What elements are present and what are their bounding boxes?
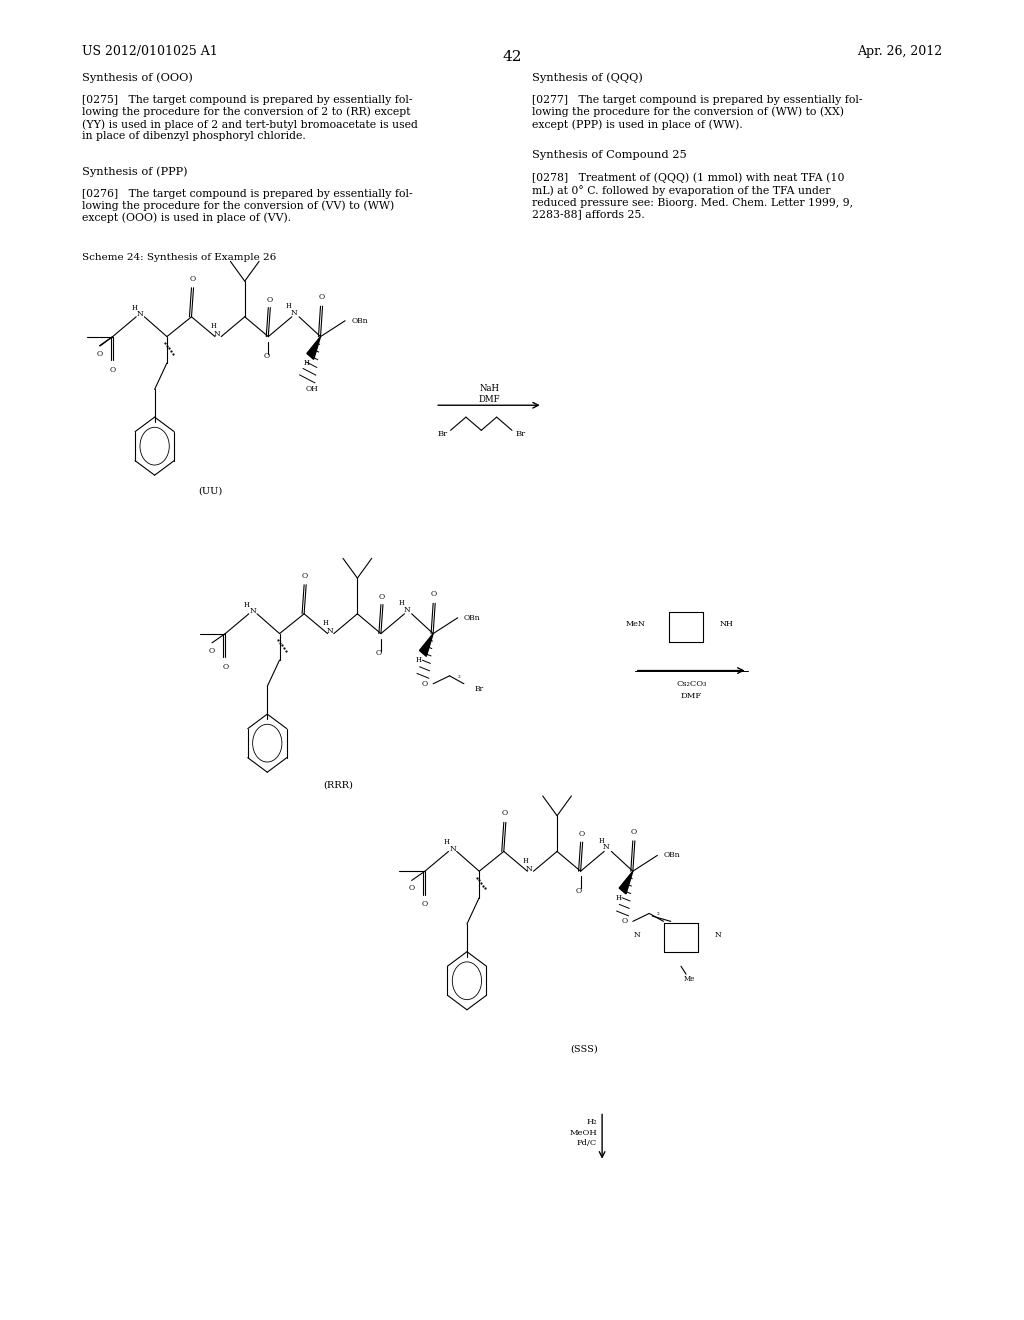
Text: OH: OH [306,385,318,393]
Text: Br: Br [515,430,525,438]
Text: H: H [598,837,604,845]
Text: (UU): (UU) [198,487,222,495]
Polygon shape [620,871,633,894]
Text: N: N [715,931,722,939]
Text: (SSS): (SSS) [569,1045,598,1053]
Text: O: O [422,900,428,908]
Text: OBn: OBn [351,317,368,325]
Text: [0277]   The target compound is prepared by essentially fol-
lowing the procedur: [0277] The target compound is prepared b… [532,95,863,129]
Text: N: N [403,606,410,614]
Polygon shape [307,337,321,359]
Text: [0278]   Treatment of (QQQ) (1 mmol) with neat TFA (10
mL) at 0° C. followed by : [0278] Treatment of (QQQ) (1 mmol) with … [532,173,854,219]
Text: O: O [579,830,585,838]
Text: O: O [622,917,628,925]
Text: N: N [327,627,333,635]
Text: MeOH: MeOH [569,1129,597,1137]
Text: 42: 42 [502,50,522,65]
Text: N: N [526,865,532,873]
Text: O: O [422,680,428,688]
Text: MeN: MeN [626,620,645,628]
Text: DMF: DMF [478,396,501,404]
Text: Synthesis of (QQQ): Synthesis of (QQQ) [532,73,643,83]
Text: Scheme 24: Synthesis of Example 26: Scheme 24: Synthesis of Example 26 [82,253,276,263]
Text: O: O [222,663,228,671]
Text: N: N [137,310,143,318]
Text: O: O [502,809,508,817]
Text: N: N [291,309,297,317]
Text: H: H [443,838,450,846]
Text: H: H [522,857,528,865]
Text: N: N [250,607,256,615]
Text: H: H [303,359,309,367]
Text: N: N [450,845,456,853]
Text: O: O [631,828,637,836]
Text: H: H [286,302,292,310]
Text: O: O [266,296,272,304]
Text: H: H [398,599,404,607]
Text: O: O [189,275,196,282]
Text: H: H [131,304,137,312]
Text: N: N [633,931,640,939]
Text: N: N [214,330,220,338]
Text: OBn: OBn [464,614,480,622]
Text: H: H [323,619,329,627]
Text: [0275]   The target compound is prepared by essentially fol-
lowing the procedur: [0275] The target compound is prepared b… [82,95,418,141]
Text: NH: NH [720,620,734,628]
Text: H₂: H₂ [587,1118,597,1126]
Text: O: O [431,590,437,598]
Text: Pd/C: Pd/C [577,1139,597,1147]
Text: H: H [244,601,250,609]
Text: Synthesis of Compound 25: Synthesis of Compound 25 [532,150,687,161]
Text: DMF: DMF [681,692,701,700]
Text: O: O [379,593,385,601]
Text: [0276]   The target compound is prepared by essentially fol-
lowing the procedur: [0276] The target compound is prepared b… [82,189,413,223]
Text: O: O [302,572,308,579]
Text: O: O [318,293,325,301]
Text: US 2012/0101025 A1: US 2012/0101025 A1 [82,45,218,58]
Text: O: O [110,366,116,374]
Text: Apr. 26, 2012: Apr. 26, 2012 [857,45,942,58]
Polygon shape [420,634,433,656]
Text: Br: Br [474,685,483,693]
Text: H: H [615,894,622,902]
Text: N: N [603,843,609,851]
Text: Synthesis of (OOO): Synthesis of (OOO) [82,73,193,83]
Text: Me: Me [684,975,694,983]
Text: Synthesis of (PPP): Synthesis of (PPP) [82,166,187,177]
Text: O: O [263,352,269,360]
Text: OBn: OBn [664,851,680,859]
Text: O: O [209,647,215,655]
Text: O: O [96,350,102,358]
Text: Br: Br [437,430,447,438]
Text: Cs₂CO₃: Cs₂CO₃ [676,680,707,688]
Text: NaH: NaH [479,384,500,392]
Text: H: H [416,656,422,664]
Text: ₂: ₂ [458,672,460,680]
Text: (RRR): (RRR) [323,781,353,789]
Text: H: H [210,322,216,330]
Text: O: O [376,649,382,657]
Text: ₂: ₂ [657,909,659,917]
Text: O: O [575,887,582,895]
Text: O: O [409,884,415,892]
